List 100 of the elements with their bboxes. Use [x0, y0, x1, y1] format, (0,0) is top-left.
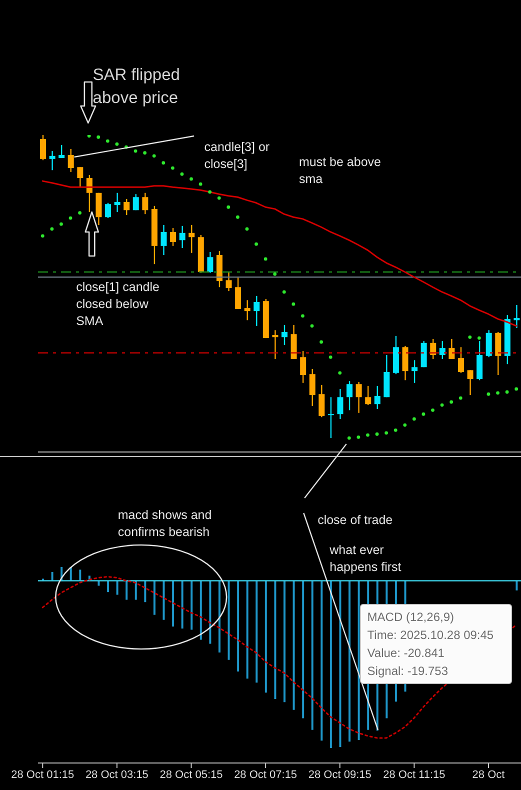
bar — [311, 580, 314, 730]
candlestick — [402, 345, 408, 381]
candlestick — [58, 144, 65, 159]
point — [78, 211, 82, 215]
point — [134, 149, 138, 153]
bar — [107, 580, 110, 592]
point — [273, 272, 277, 276]
bar — [237, 580, 240, 672]
candlestick — [244, 300, 250, 321]
annotation: must be above sma — [299, 154, 382, 188]
candlestick — [40, 135, 46, 161]
candlestick — [430, 338, 436, 360]
bar — [200, 580, 202, 640]
point — [170, 166, 174, 170]
candlestick — [188, 224, 195, 254]
point — [162, 161, 166, 165]
point — [366, 433, 370, 437]
point — [478, 336, 481, 340]
bar — [153, 580, 156, 615]
point — [152, 154, 156, 158]
candlestick — [486, 330, 492, 358]
candlestick — [346, 380, 353, 411]
point — [292, 302, 296, 306]
candlestick — [337, 388, 344, 420]
point — [87, 135, 91, 138]
point — [143, 151, 147, 155]
candlestick — [514, 304, 520, 329]
candlestick — [114, 192, 120, 213]
point — [375, 432, 379, 436]
x-tick-label: 28 Oct 03:15 — [85, 768, 148, 781]
point — [217, 196, 221, 200]
bar — [126, 580, 128, 600]
point — [245, 227, 249, 231]
candlestick — [374, 385, 380, 410]
point — [412, 417, 416, 421]
candlestick — [272, 330, 278, 360]
candlestick — [49, 150, 56, 171]
bar — [162, 580, 165, 620]
point — [40, 234, 44, 238]
point — [236, 215, 240, 219]
annotation: Signal: -19.753 — [367, 663, 450, 680]
annotation: Time: 2025.10.28 09:45 — [367, 627, 495, 644]
annotation: what ever happens first — [330, 542, 402, 576]
x-tick-label: 28 Oct 11:15 — [383, 768, 446, 781]
bar — [116, 580, 118, 595]
point — [440, 403, 444, 407]
candlestick — [235, 276, 242, 310]
candlestick — [105, 202, 112, 219]
bar — [264, 580, 267, 693]
text: macd shows and confirms bearish — [118, 507, 213, 541]
candlestick — [86, 174, 92, 213]
bar — [144, 580, 146, 602]
candlestick — [132, 193, 139, 211]
point — [320, 340, 323, 344]
point — [505, 390, 509, 394]
candlestick — [467, 370, 474, 396]
point — [384, 431, 388, 435]
point — [301, 314, 304, 318]
point — [198, 182, 202, 186]
point — [514, 387, 518, 391]
candlestick — [309, 368, 316, 407]
point — [226, 205, 230, 209]
annotation: Value: -20.841 — [367, 645, 446, 662]
candlestick — [207, 251, 214, 274]
point — [486, 392, 490, 396]
bar — [348, 580, 351, 742]
point — [180, 172, 184, 176]
candlestick — [448, 338, 455, 360]
bar — [284, 580, 286, 702]
point — [356, 435, 360, 439]
point — [106, 139, 110, 143]
point — [328, 355, 332, 359]
bar — [228, 580, 230, 660]
candlestick — [476, 340, 483, 381]
candlestick — [282, 324, 288, 346]
bar — [190, 580, 193, 630]
candlestick — [458, 346, 464, 374]
point — [68, 216, 72, 220]
point — [50, 227, 54, 231]
x-tick-label: 28 Oct 05:15 — [160, 768, 223, 781]
candlestick — [226, 271, 232, 292]
bar — [51, 572, 54, 581]
bar — [358, 580, 360, 740]
candlestick — [439, 340, 446, 360]
candlestick — [179, 225, 186, 249]
annotation: MACD (12,26,9) — [367, 609, 455, 626]
bar — [79, 570, 82, 581]
candlestick — [77, 166, 84, 188]
bar — [320, 580, 323, 741]
candlestick — [412, 360, 418, 384]
candlestick — [328, 396, 334, 439]
bar — [274, 580, 276, 699]
point — [96, 135, 100, 139]
point — [347, 436, 351, 440]
bar — [209, 580, 212, 644]
x-tick-label: 28 Oct 01:15 — [11, 768, 74, 781]
bar — [246, 580, 248, 679]
point — [115, 142, 119, 146]
bar — [218, 580, 220, 652]
bar — [292, 580, 295, 710]
